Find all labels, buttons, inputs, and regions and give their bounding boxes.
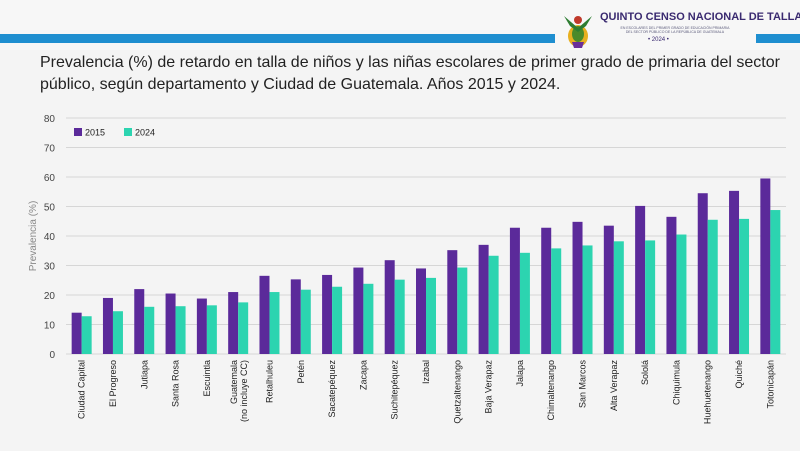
category-label: Santa Rosa: [171, 360, 181, 407]
category-label: Guatemala(no incluye CC): [229, 360, 249, 422]
category-label: Petén: [296, 360, 306, 384]
category-label: Zacapa: [358, 360, 368, 390]
category-label: Izabal: [421, 360, 431, 384]
bar-2015: [384, 260, 395, 354]
bar-2024: [739, 218, 750, 354]
census-title: QUINTO CENSO NACIONAL DE TALLA: [600, 11, 800, 23]
bar-2015: [541, 227, 552, 354]
bar-2015: [353, 267, 364, 354]
bar-2015: [322, 274, 333, 354]
bar-2024: [363, 283, 374, 354]
bar-2024: [488, 255, 499, 354]
bar-2015: [196, 298, 207, 354]
y-tick-label: 40: [44, 232, 56, 243]
bar-2024: [394, 279, 405, 354]
bar-2015: [572, 221, 583, 354]
bar-2024: [269, 292, 280, 354]
bar-2024: [613, 241, 624, 354]
category-label: Quiché: [734, 360, 744, 389]
category-label: Suchitepéquez: [390, 360, 400, 420]
bar-2024: [770, 210, 781, 354]
bar-2015: [71, 312, 82, 354]
bar-2024: [175, 306, 186, 354]
y-tick-label: 0: [49, 350, 55, 361]
category-label: Sololá: [640, 360, 650, 385]
bar-2015: [760, 178, 771, 354]
bar-2024: [332, 286, 343, 354]
bar-2015: [416, 268, 426, 354]
bar-2024: [238, 302, 249, 354]
bar-2015: [447, 250, 458, 354]
category-label: Jutiapa: [139, 360, 149, 389]
category-label: Totonicapán: [765, 360, 775, 409]
bar-2024: [582, 245, 593, 354]
bar-2024: [81, 316, 92, 354]
header-stripe-right: [756, 34, 800, 43]
page-title: Prevalencia (%) de retardo en talla de n…: [40, 54, 780, 93]
header-stripe-left: [0, 34, 555, 43]
category-label: Alta Verapaz: [609, 360, 619, 412]
census-year: • 2024 •: [648, 37, 669, 43]
bar-2015: [290, 279, 301, 354]
category-label: Escuintla: [202, 360, 212, 397]
bar-2015: [603, 225, 614, 354]
bar-2024: [300, 289, 311, 354]
category-label: Ciudad Capital: [77, 360, 87, 419]
y-tick-label: 80: [44, 114, 56, 125]
y-axis-label: Prevalencia (%): [28, 201, 39, 272]
census-subtitle: EN ESCOLARES DEL PRIMER GRADO DE EDUCACI…: [620, 26, 730, 34]
category-label: Baja Verapaz: [484, 360, 494, 414]
bar-2024: [676, 234, 687, 354]
category-label: San Marcos: [578, 360, 588, 409]
category-label: Chimaltenango: [546, 360, 556, 421]
legend-label-2015: 2015: [85, 128, 105, 138]
bar-2015: [102, 297, 113, 354]
bar-2015: [259, 275, 270, 354]
bar-2024: [707, 219, 718, 354]
y-tick-label: 10: [44, 321, 56, 332]
legend-swatch-2015: [74, 128, 82, 136]
bar-2015: [478, 244, 489, 354]
y-tick-label: 50: [44, 203, 56, 214]
y-tick-label: 30: [44, 262, 56, 273]
category-label: Chiquimula: [671, 360, 681, 405]
category-label: Jalapa: [515, 360, 525, 387]
bar-2024: [112, 311, 123, 354]
category-label: El Progreso: [108, 360, 118, 407]
legend-label-2024: 2024: [135, 128, 155, 138]
y-tick-label: 70: [44, 144, 56, 155]
census-logo-icon: [564, 16, 592, 48]
bar-2015: [635, 205, 646, 354]
bar-2015: [228, 292, 239, 354]
bar-2024: [551, 248, 562, 354]
category-label: Sacatepéquez: [327, 360, 337, 418]
category-label: Retalhuleu: [264, 360, 274, 403]
category-label: Quetzaltenango: [452, 360, 462, 424]
bar-2015: [697, 193, 708, 354]
bar-2015: [729, 190, 740, 354]
category-label: Huehuetenango: [703, 360, 713, 424]
bar-2024: [645, 240, 656, 354]
bar-2024: [457, 267, 468, 354]
y-tick-label: 20: [44, 291, 56, 302]
bar-2015: [165, 293, 176, 354]
bar-2024: [144, 306, 155, 354]
bar-2024: [206, 305, 217, 354]
bar-2024: [519, 252, 530, 354]
legend-swatch-2024: [124, 128, 132, 136]
y-tick-label: 60: [44, 173, 56, 184]
bar-2015: [509, 227, 520, 354]
bar-2015: [666, 216, 677, 354]
bar-2015: [134, 289, 145, 354]
bar-2024: [426, 277, 436, 354]
